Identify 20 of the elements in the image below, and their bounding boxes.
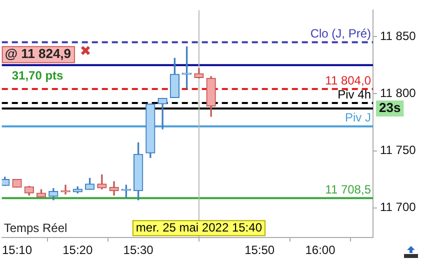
x-tick-label: 15:50 [244,243,275,258]
ref-line-label: Clo (J, Pré) [310,26,371,41]
ref-line-label: 11 804,0 [325,73,372,88]
x-tick-label: 15:30 [123,243,154,258]
y-tick-label: 11 750 [380,143,416,158]
text: 23s [379,100,401,116]
x-tick-label: 16:00 [305,243,336,258]
x-tick-label: 15:20 [62,243,93,258]
x-tick-label: 15:10 [2,243,32,258]
ref-line-label: Piv J [344,110,371,125]
ref-line-label: Piv 4h [338,87,371,102]
annotation: mer. 25 mai 2022 15:40 [136,220,262,234]
y-tick-label: 11 700 [380,200,416,214]
y-tick-label: 11 800 [380,86,416,100]
candlestick [158,98,168,130]
ref-line-label: @ 11 824,9 [4,46,72,62]
annotation: Temps Réel [4,220,68,235]
ref-line-label: 11 708,5 [325,182,372,196]
annotation: 31,70 pts [12,68,64,82]
y-tick-label: 11 850 [380,28,416,43]
